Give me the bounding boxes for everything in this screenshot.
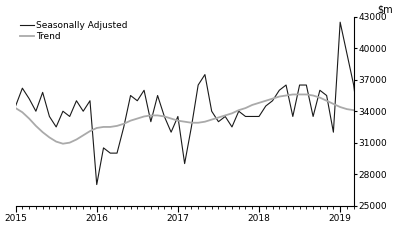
Trend — [297, 93, 302, 96]
Trend — [243, 107, 248, 109]
Trend — [115, 125, 119, 127]
Line: Seasonally Adjusted: Seasonally Adjusted — [15, 22, 367, 185]
Text: $m: $m — [377, 4, 393, 14]
Trend — [250, 104, 254, 106]
Seasonally Adjusted — [13, 105, 18, 107]
Seasonally Adjusted — [243, 115, 248, 118]
Seasonally Adjusted — [229, 126, 234, 128]
Seasonally Adjusted — [338, 21, 343, 24]
Trend — [291, 93, 295, 96]
Trend — [223, 114, 227, 117]
Seasonally Adjusted — [94, 183, 99, 186]
Seasonally Adjusted — [291, 115, 295, 118]
Seasonally Adjusted — [250, 115, 254, 118]
Seasonally Adjusted — [365, 79, 370, 81]
Trend — [61, 142, 66, 145]
Legend: Seasonally Adjusted, Trend: Seasonally Adjusted, Trend — [20, 22, 128, 41]
Seasonally Adjusted — [223, 115, 227, 118]
Trend — [365, 110, 370, 113]
Trend — [13, 107, 18, 109]
Trend — [229, 112, 234, 115]
Seasonally Adjusted — [115, 152, 119, 155]
Line: Trend: Trend — [15, 94, 367, 144]
